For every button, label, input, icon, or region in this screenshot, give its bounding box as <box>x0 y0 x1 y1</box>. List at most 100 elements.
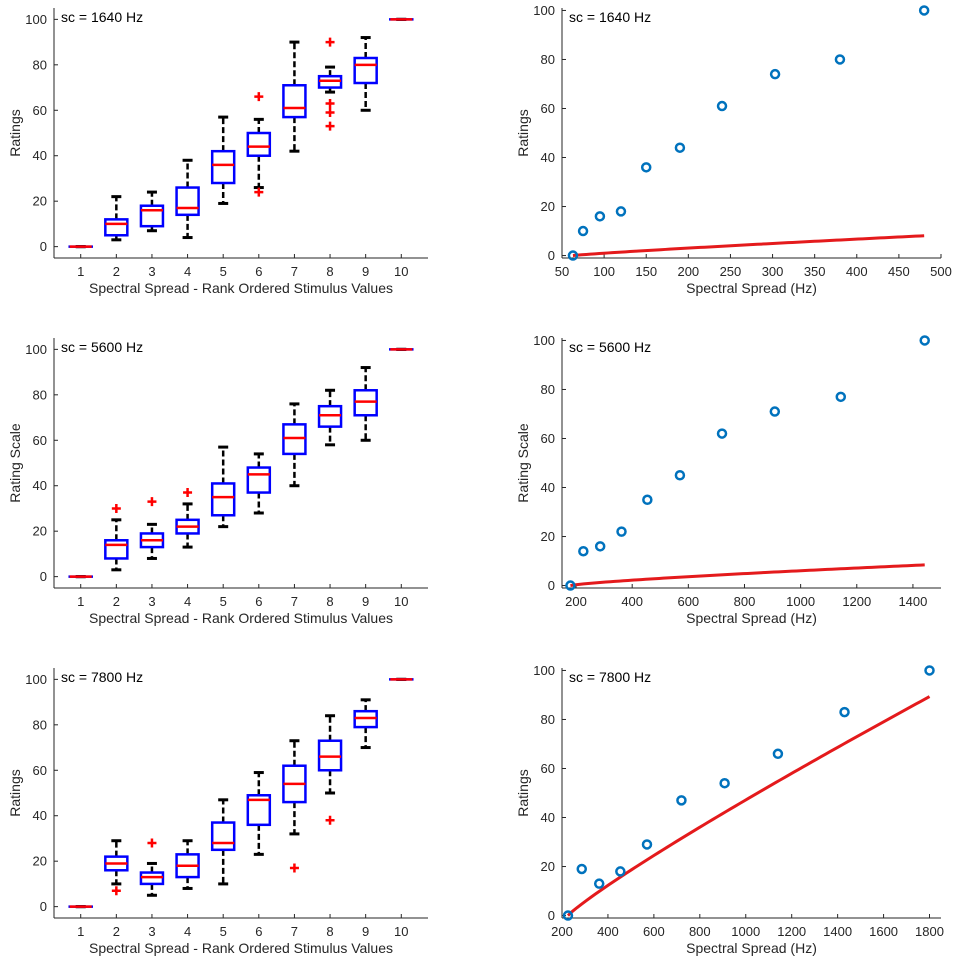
box-9 <box>353 36 378 112</box>
x-tick-label: 8 <box>326 594 333 609</box>
x-tick-label: 600 <box>677 594 699 609</box>
box-8 <box>317 37 343 131</box>
x-tick-label: 3 <box>148 924 155 939</box>
fit-curve <box>572 234 925 258</box>
box-iqr <box>210 149 236 185</box>
y-tick-label: 60 <box>33 433 47 448</box>
x-tick-label: 5 <box>220 594 227 609</box>
box-3 <box>139 838 165 897</box>
data-point <box>919 335 930 346</box>
box-3 <box>139 497 165 560</box>
scatter-panel: 0 20 40 60 80 100 200 400 600 800 1000 1200 1400 1600… <box>515 663 944 956</box>
x-tick-label: 7 <box>291 924 298 939</box>
y-axis-label: Ratings <box>7 769 23 816</box>
y-axis-label: Rating Scale <box>515 423 531 503</box>
x-tick-label: 5 <box>220 924 227 939</box>
x-tick-label: 1 <box>77 594 84 609</box>
y-tick-label: 60 <box>33 103 47 118</box>
box-5 <box>210 445 236 529</box>
data-point <box>719 777 730 789</box>
data-point <box>674 142 686 153</box>
x-tick-label: 200 <box>565 594 587 609</box>
x-tick-label: 250 <box>720 264 742 279</box>
x-axis-label: Spectral Spread (Hz) <box>686 280 817 296</box>
y-tick-label: 40 <box>541 480 555 495</box>
data-point <box>577 225 589 237</box>
x-tick-label: 1600 <box>869 924 898 939</box>
panel-annotation: sc = 7800 Hz <box>569 669 651 685</box>
x-tick-label: 9 <box>362 264 369 279</box>
box-iqr <box>104 539 129 560</box>
x-tick-label: 400 <box>621 594 643 609</box>
data-point <box>594 211 606 222</box>
y-tick-label: 0 <box>548 578 555 593</box>
y-tick-label: 60 <box>541 761 555 776</box>
x-tick-label: 200 <box>551 924 573 939</box>
y-tick-label: 0 <box>40 239 47 254</box>
box-2 <box>104 839 129 896</box>
outlier-marker <box>289 863 299 873</box>
data-point <box>834 54 846 65</box>
x-tick-label: 4 <box>184 924 191 939</box>
y-tick-label: 80 <box>33 387 47 402</box>
data-point <box>615 206 627 217</box>
y-tick-label: 100 <box>533 663 555 678</box>
x-tick-label: 8 <box>326 924 333 939</box>
box-5 <box>210 115 236 205</box>
x-tick-label: 100 <box>593 264 615 279</box>
box-6 <box>246 452 272 515</box>
box-iqr <box>139 204 165 228</box>
x-tick-label: 4 <box>184 264 191 279</box>
y-tick-label: 20 <box>33 524 47 539</box>
y-tick-label: 0 <box>40 899 47 914</box>
x-tick-label: 3 <box>148 264 155 279</box>
y-tick-label: 40 <box>33 148 47 163</box>
y-tick-label: 80 <box>33 57 47 72</box>
x-tick-label: 50 <box>555 264 569 279</box>
data-point <box>642 494 653 506</box>
data-point <box>565 580 576 591</box>
y-tick-label: 20 <box>33 854 47 869</box>
y-tick-label: 100 <box>533 333 555 348</box>
y-tick-label: 100 <box>25 12 47 27</box>
box-iqr <box>175 186 200 217</box>
data-point <box>769 406 781 417</box>
box-9 <box>353 366 378 442</box>
data-point <box>924 665 935 676</box>
panel-annotation: sc = 5600 Hz <box>61 339 143 355</box>
box-iqr <box>246 131 272 157</box>
outlier-marker <box>111 503 121 513</box>
x-axis-label: Spectral Spread - Rank Ordered Stimulus … <box>89 280 393 296</box>
y-axis-label: Ratings <box>7 109 23 156</box>
y-tick-label: 0 <box>40 569 47 584</box>
data-point <box>716 100 728 112</box>
outlier-marker <box>147 497 157 507</box>
data-point <box>594 541 606 552</box>
data-point <box>567 250 579 261</box>
y-tick-label: 0 <box>548 908 555 923</box>
box-iqr <box>282 84 307 119</box>
x-tick-label: 400 <box>597 924 619 939</box>
x-tick-label: 1200 <box>842 594 871 609</box>
x-tick-label: 1200 <box>777 924 806 939</box>
data-point <box>835 391 847 403</box>
data-point <box>576 863 588 875</box>
outlier-marker <box>325 108 335 118</box>
x-tick-label: 200 <box>677 264 699 279</box>
data-point <box>676 795 687 806</box>
x-tick-label: 5 <box>220 264 227 279</box>
y-tick-label: 80 <box>541 382 555 397</box>
box-3 <box>139 190 165 233</box>
scatter-panel: 0 20 40 60 80 100 50 100 150 200 250 300 350 400 450 50… <box>515 3 952 296</box>
outlier-marker <box>111 886 121 896</box>
data-point <box>772 748 784 760</box>
data-point <box>716 428 728 439</box>
outlier-marker <box>183 488 193 498</box>
x-tick-label: 1400 <box>823 924 852 939</box>
y-tick-label: 100 <box>25 342 47 357</box>
data-point <box>562 910 574 921</box>
y-tick-label: 60 <box>33 763 47 778</box>
fit-curve <box>566 695 931 917</box>
box-8 <box>317 714 343 825</box>
